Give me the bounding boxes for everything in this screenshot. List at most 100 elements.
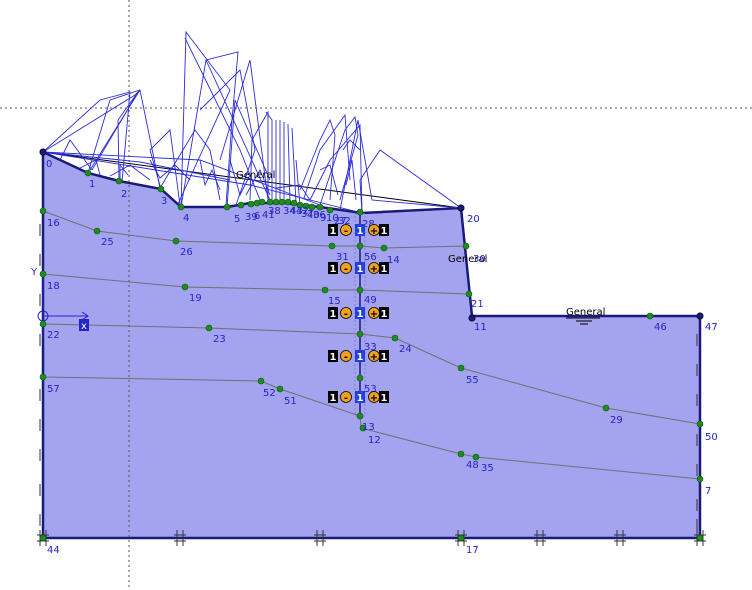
geometry-point[interactable]: [94, 228, 100, 234]
geometry-point[interactable]: [285, 199, 291, 205]
anchor-label: 1: [330, 393, 337, 404]
geometry-point[interactable]: [466, 291, 472, 297]
point-label: 22: [47, 330, 60, 341]
geometry-point[interactable]: [267, 199, 273, 205]
point-label: 20: [467, 214, 480, 225]
anchor-row[interactable]: 1-1 +1: [328, 350, 389, 363]
point-label: 18: [47, 281, 60, 292]
geometry-point[interactable]: [40, 535, 46, 541]
geometry-point[interactable]: [178, 204, 184, 210]
geometry-point[interactable]: [697, 476, 703, 482]
point-label: 26: [180, 247, 193, 258]
point-label: 56: [364, 252, 377, 263]
geometry-point[interactable]: [463, 243, 469, 249]
geometry-point[interactable]: [279, 199, 285, 205]
x-axis-label: x: [81, 321, 87, 332]
point-label: 49: [364, 295, 377, 306]
geometry-point[interactable]: [40, 149, 46, 155]
anchor-label: +: [370, 309, 378, 320]
geometry-point[interactable]: [381, 245, 387, 251]
geometry-point[interactable]: [469, 315, 475, 321]
geometry-point[interactable]: [40, 208, 46, 214]
geometry-point[interactable]: [277, 386, 283, 392]
point-label: 0: [46, 159, 52, 170]
anchor-label: 1: [330, 352, 337, 363]
geometry-point[interactable]: [357, 209, 363, 215]
anchor-row[interactable]: 1-1 +1: [328, 262, 389, 275]
point-label: 25: [101, 237, 114, 248]
anchor-label: +: [370, 393, 378, 404]
load-line: [292, 128, 296, 203]
point-label: 19: [189, 293, 202, 304]
geometry-point[interactable]: [357, 331, 363, 337]
geometry-point[interactable]: [322, 287, 328, 293]
load-line: [110, 165, 150, 180]
geometry-point[interactable]: [238, 202, 244, 208]
geometry-point[interactable]: [647, 313, 653, 319]
anchor-row[interactable]: 1-1 +1: [328, 307, 389, 320]
point-label: 46: [654, 322, 667, 333]
anchor-label: +: [370, 352, 378, 363]
geometry-point[interactable]: [392, 335, 398, 341]
geometry-point[interactable]: [85, 170, 91, 176]
point-label: 15: [328, 296, 341, 307]
anchor-label: 1: [357, 226, 364, 237]
geometry-point[interactable]: [603, 405, 609, 411]
point-label: 48: [466, 460, 479, 471]
point-label: 57: [47, 384, 60, 395]
geometry-point[interactable]: [458, 535, 464, 541]
geometry-point[interactable]: [224, 204, 230, 210]
geometry-point[interactable]: [206, 325, 212, 331]
geometry-point[interactable]: [458, 451, 464, 457]
geometry-point[interactable]: [697, 421, 703, 427]
load-line: [296, 160, 300, 205]
point-label: 11: [474, 322, 487, 333]
geometry-point[interactable]: [40, 374, 46, 380]
anchor-label: 1: [330, 309, 337, 320]
anchor-row[interactable]: 1-1 +1: [328, 391, 389, 404]
anchor-label: -: [344, 393, 348, 404]
point-label: 47: [705, 322, 718, 333]
point-label: 23: [213, 334, 226, 345]
geometry-point[interactable]: [357, 287, 363, 293]
anchor-label: 1: [357, 264, 364, 275]
anchor-label: -: [344, 226, 348, 237]
anchor-label: 1: [381, 264, 388, 275]
geometry-point[interactable]: [357, 375, 363, 381]
point-label: 4: [183, 213, 189, 224]
geometry-point[interactable]: [116, 178, 122, 184]
point-label: 52: [263, 388, 276, 399]
point-label: 55: [466, 375, 479, 386]
geometry-point[interactable]: [273, 199, 279, 205]
geometry-point[interactable]: [248, 201, 254, 207]
geometry-point[interactable]: [258, 378, 264, 384]
point-label: 2: [121, 189, 127, 200]
point-label: 3: [161, 196, 167, 207]
geometry-point[interactable]: [697, 313, 703, 319]
geometry-point[interactable]: [357, 413, 363, 419]
anchor-label: 1: [381, 309, 388, 320]
point-label: 7: [705, 486, 711, 497]
anchor-row[interactable]: 1-1 +1: [328, 224, 389, 237]
geometry-point[interactable]: [357, 243, 363, 249]
anchor-label: 1: [330, 264, 337, 275]
anchor-label: 1: [381, 226, 388, 237]
load-line: [304, 115, 350, 198]
geometry-point[interactable]: [40, 271, 46, 277]
geometry-point[interactable]: [259, 199, 265, 205]
geometry-point[interactable]: [182, 284, 188, 290]
load-line: [160, 130, 220, 200]
geometry-point[interactable]: [329, 243, 335, 249]
load-line: [88, 90, 160, 188]
anchor-label: 1: [381, 352, 388, 363]
geometry-point[interactable]: [458, 365, 464, 371]
anchor-label: 1: [357, 393, 364, 404]
geometry-point[interactable]: [458, 205, 464, 211]
anchor-label: +: [370, 226, 378, 237]
point-label: 31: [336, 252, 349, 263]
geometry-point[interactable]: [40, 321, 46, 327]
geometry-point[interactable]: [173, 238, 179, 244]
geometry-point[interactable]: [158, 186, 164, 192]
geometry-point[interactable]: [697, 535, 703, 541]
